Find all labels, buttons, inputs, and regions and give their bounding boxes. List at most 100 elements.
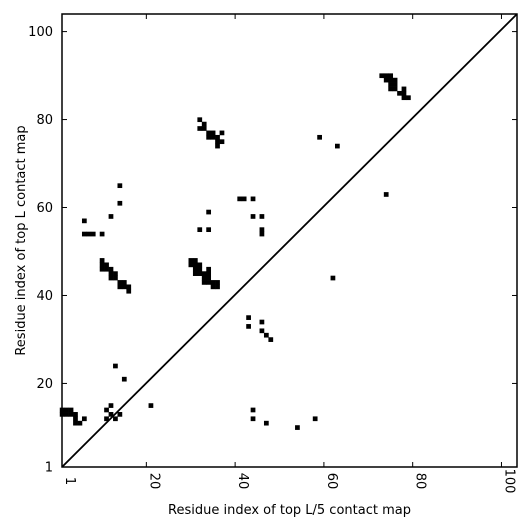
x-tick-label-1: 20 bbox=[146, 473, 161, 490]
upper-contact-cell-73 bbox=[219, 139, 225, 145]
lower-contact-cell-10 bbox=[259, 319, 265, 325]
upper-contact-cell-9 bbox=[77, 420, 83, 426]
y-tick-label-0: 1 bbox=[45, 461, 53, 476]
upper-contact-cell-21 bbox=[108, 266, 114, 272]
upper-contact-cell-34 bbox=[121, 376, 127, 382]
upper-contact-cell-97 bbox=[406, 95, 411, 101]
upper-contact-cell-71 bbox=[215, 143, 220, 149]
y-tick-label-1: 20 bbox=[36, 377, 53, 392]
upper-contact-cell-6 bbox=[73, 412, 78, 417]
x-tick-label-0: 1 bbox=[62, 477, 77, 485]
upper-contact-cell-3 bbox=[64, 412, 69, 417]
upper-contact-cell-96 bbox=[401, 95, 407, 101]
upper-contact-cell-91 bbox=[392, 82, 398, 87]
upper-contact-cell-28 bbox=[117, 280, 123, 285]
y-tick-label-4: 80 bbox=[36, 113, 53, 128]
upper-contact-cell-19 bbox=[104, 262, 109, 268]
upper-contact-cell-7 bbox=[73, 416, 78, 422]
upper-contact-cell-86 bbox=[388, 73, 394, 79]
lower-contact-cell-7 bbox=[246, 324, 251, 329]
upper-contact-cell-60 bbox=[206, 227, 212, 233]
upper-contact-cell-84 bbox=[383, 73, 389, 79]
upper-contact-cell-11 bbox=[81, 218, 87, 224]
lower-contact-cell-16 bbox=[312, 416, 318, 422]
x-tick-label-2: 40 bbox=[235, 473, 250, 490]
lower-contact-cell-1 bbox=[104, 416, 109, 422]
upper-contact-cell-18 bbox=[99, 266, 105, 272]
upper-contact-cell-16 bbox=[99, 258, 105, 263]
y-tick-label-2: 40 bbox=[36, 289, 53, 304]
upper-contact-cell-62 bbox=[206, 134, 212, 140]
lower-contact-cell-15 bbox=[295, 425, 300, 430]
upper-contact-cell-52 bbox=[201, 271, 207, 276]
upper-contact-cell-42 bbox=[192, 266, 198, 272]
upper-contact-cell-38 bbox=[188, 258, 194, 263]
upper-contact-cell-39 bbox=[188, 262, 194, 268]
upper-contact-cell-2 bbox=[64, 407, 69, 413]
upper-contact-cell-95 bbox=[401, 90, 407, 96]
upper-contact-cell-72 bbox=[219, 130, 225, 136]
lower-contact-cell-2 bbox=[108, 403, 114, 408]
upper-contact-cell-24 bbox=[108, 214, 114, 219]
upper-contact-cell-70 bbox=[215, 139, 220, 145]
upper-contact-cell-29 bbox=[117, 284, 123, 290]
lower-contact-cell-4 bbox=[113, 416, 118, 422]
upper-contact-cell-50 bbox=[201, 121, 207, 127]
upper-contact-cell-46 bbox=[197, 271, 203, 276]
contact-cells bbox=[59, 73, 411, 430]
upper-contact-cell-93 bbox=[397, 90, 402, 96]
upper-contact-cell-80 bbox=[259, 231, 265, 237]
upper-contact-cell-36 bbox=[126, 288, 132, 294]
upper-contact-cell-33 bbox=[121, 284, 127, 290]
y-tick-label-5: 100 bbox=[28, 25, 53, 40]
plot-frame bbox=[61, 13, 518, 468]
upper-contact-cell-63 bbox=[210, 130, 216, 136]
upper-contact-cell-92 bbox=[392, 86, 398, 92]
upper-contact-cell-27 bbox=[113, 363, 118, 369]
upper-contact-cell-68 bbox=[215, 284, 220, 290]
lower-contact-cell-12 bbox=[263, 332, 269, 338]
upper-contact-cell-78 bbox=[259, 214, 265, 219]
upper-contact-cell-17 bbox=[99, 262, 105, 268]
upper-contact-cell-10 bbox=[81, 416, 87, 422]
upper-contact-cell-31 bbox=[117, 183, 123, 189]
upper-contact-cell-87 bbox=[388, 77, 394, 83]
upper-contact-cell-98 bbox=[383, 192, 389, 197]
upper-contact-cell-85 bbox=[383, 77, 389, 83]
x-tick-label-5: 100 bbox=[501, 469, 516, 494]
y-axis-ticks: 1 20 40 60 80 100 bbox=[28, 25, 517, 476]
upper-contact-cell-94 bbox=[401, 86, 407, 92]
upper-contact-cell-12 bbox=[81, 231, 87, 237]
upper-contact-cell-26 bbox=[113, 275, 118, 281]
x-axis-title: Residue index of top L/5 contact map bbox=[168, 503, 411, 518]
lower-contact-cell-9 bbox=[250, 416, 256, 422]
upper-contact-cell-75 bbox=[241, 196, 247, 202]
upper-contact-cell-66 bbox=[210, 284, 216, 290]
upper-contact-cell-14 bbox=[90, 231, 96, 237]
x-tick-label-4: 80 bbox=[413, 473, 428, 490]
upper-contact-cell-23 bbox=[108, 275, 114, 281]
upper-contact-cell-57 bbox=[206, 275, 212, 281]
lower-contact-cell-11 bbox=[259, 328, 265, 334]
lower-contact-cell-0 bbox=[104, 407, 109, 413]
upper-contact-cell-76 bbox=[250, 196, 256, 202]
upper-contact-cell-4 bbox=[68, 407, 74, 413]
lower-contact-cell-5 bbox=[117, 412, 123, 417]
upper-contact-cell-30 bbox=[117, 200, 123, 206]
upper-contact-cell-83 bbox=[379, 73, 385, 79]
upper-contact-cell-64 bbox=[210, 134, 216, 140]
upper-contact-cell-88 bbox=[388, 82, 394, 87]
upper-contact-cell-47 bbox=[197, 227, 203, 233]
upper-contact-cell-58 bbox=[206, 280, 212, 285]
upper-contact-cell-56 bbox=[206, 271, 212, 276]
upper-contact-cell-77 bbox=[250, 214, 256, 219]
upper-contact-cell-48 bbox=[197, 117, 203, 123]
lower-contact-cell-13 bbox=[263, 420, 269, 426]
upper-contact-cell-45 bbox=[197, 266, 203, 272]
upper-contact-cell-53 bbox=[201, 275, 207, 281]
upper-contact-cell-55 bbox=[206, 266, 212, 272]
upper-contact-cell-32 bbox=[121, 280, 127, 285]
upper-contact-cell-35 bbox=[126, 284, 132, 290]
upper-contact-cell-79 bbox=[259, 227, 265, 233]
